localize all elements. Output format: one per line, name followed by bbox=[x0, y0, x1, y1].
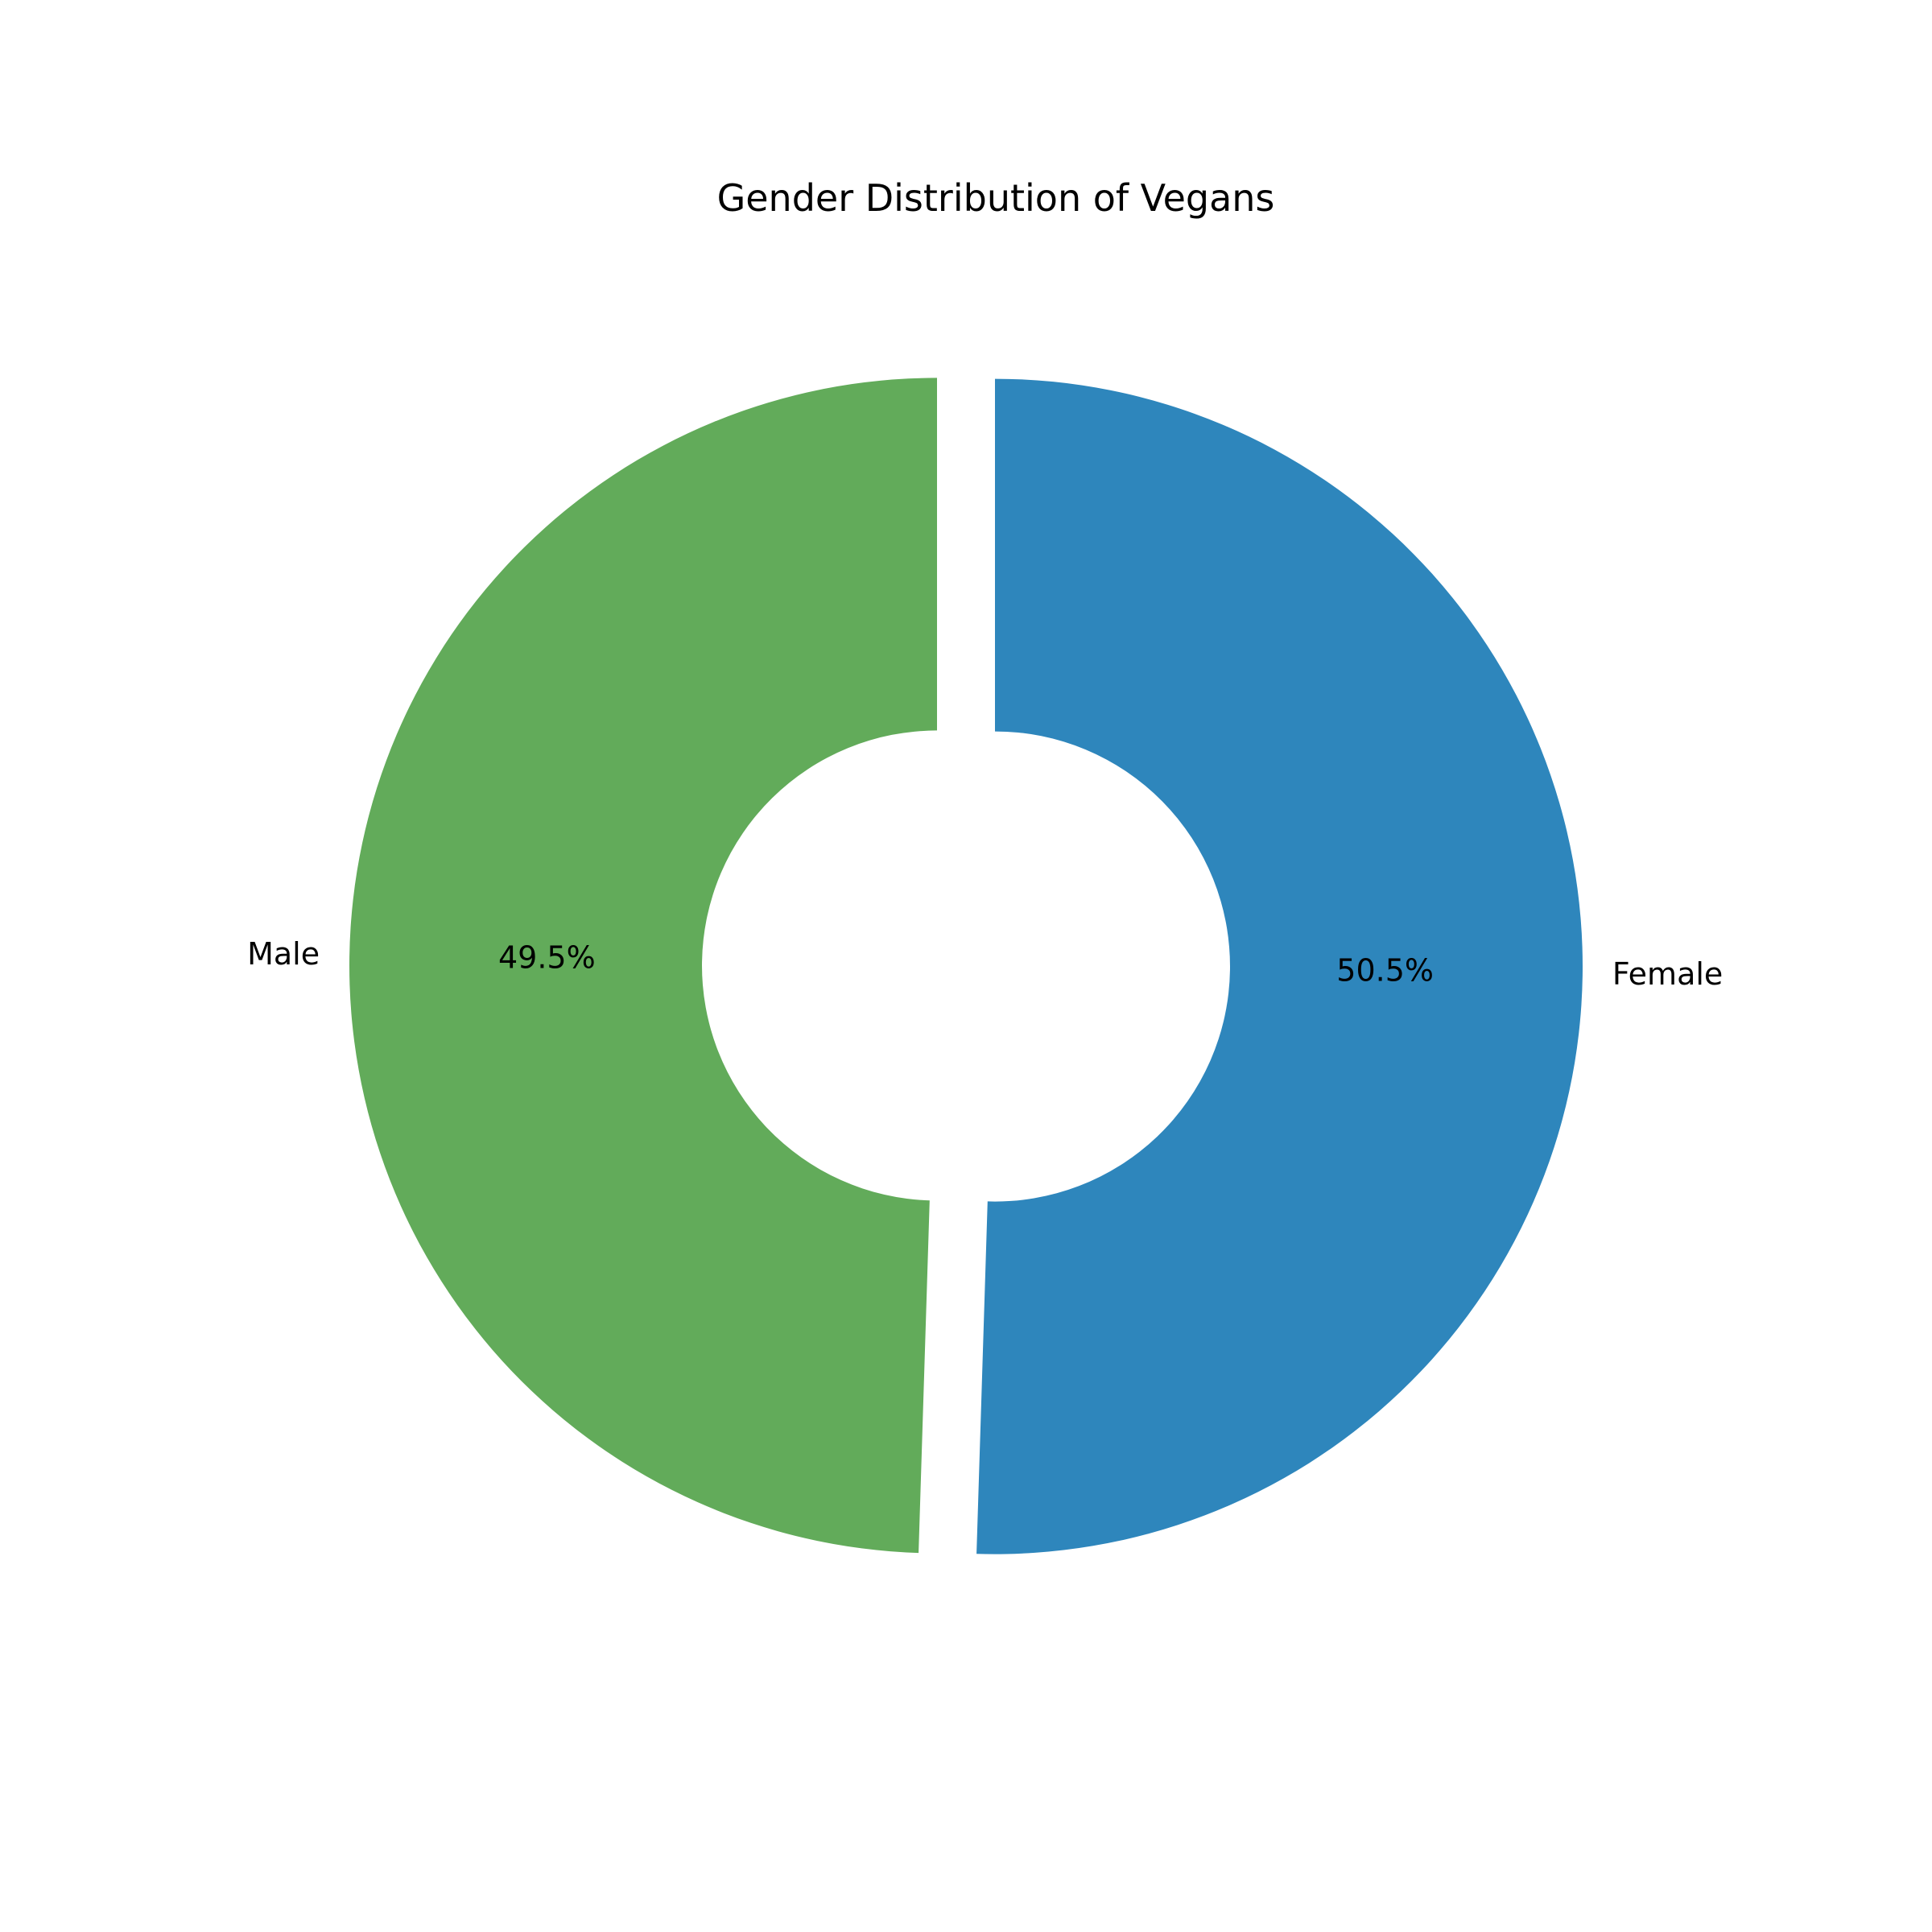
slice-male bbox=[349, 378, 938, 1554]
slice-female bbox=[976, 378, 1583, 1554]
slice-percent-male: 49.5% bbox=[498, 939, 596, 975]
slice-label-male: Male bbox=[247, 936, 320, 972]
donut-slices bbox=[349, 378, 1583, 1554]
slice-percent-female: 50.5% bbox=[1336, 953, 1434, 989]
slice-label-female: Female bbox=[1612, 956, 1723, 992]
chart-title: Gender Distribution of Vegans bbox=[717, 176, 1275, 220]
donut-labels: Female 50.5% Male 49.5% bbox=[247, 936, 1723, 992]
